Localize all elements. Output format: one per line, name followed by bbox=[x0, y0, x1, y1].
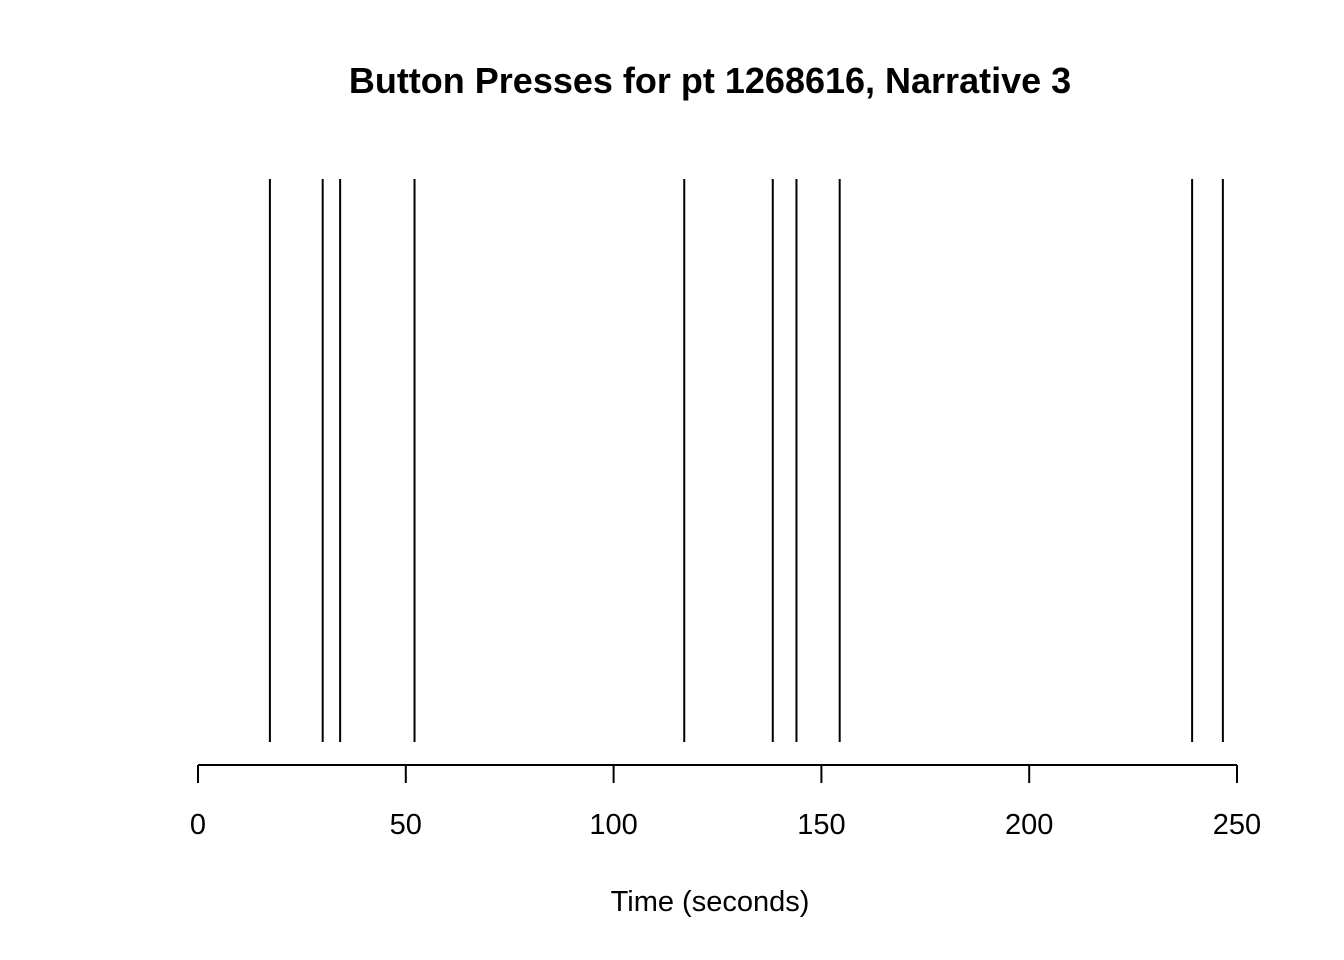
x-tick-label-4: 200 bbox=[1005, 809, 1053, 841]
x-ticks-group: 0 50 100 150 200 250 bbox=[190, 765, 1261, 841]
chart-title: Button Presses for pt 1268616, Narrative… bbox=[349, 60, 1071, 101]
press-lines-group bbox=[268, 179, 1224, 742]
x-tick-label-1: 50 bbox=[390, 809, 422, 841]
x-tick-label-2: 100 bbox=[589, 809, 637, 841]
x-axis: 0 50 100 150 200 250 bbox=[190, 764, 1261, 841]
x-tick-label-3: 150 bbox=[797, 809, 845, 841]
x-tick-label-5: 250 bbox=[1213, 809, 1261, 841]
x-axis-label: Time (seconds) bbox=[611, 886, 810, 918]
x-tick-label-0: 0 bbox=[190, 809, 206, 841]
